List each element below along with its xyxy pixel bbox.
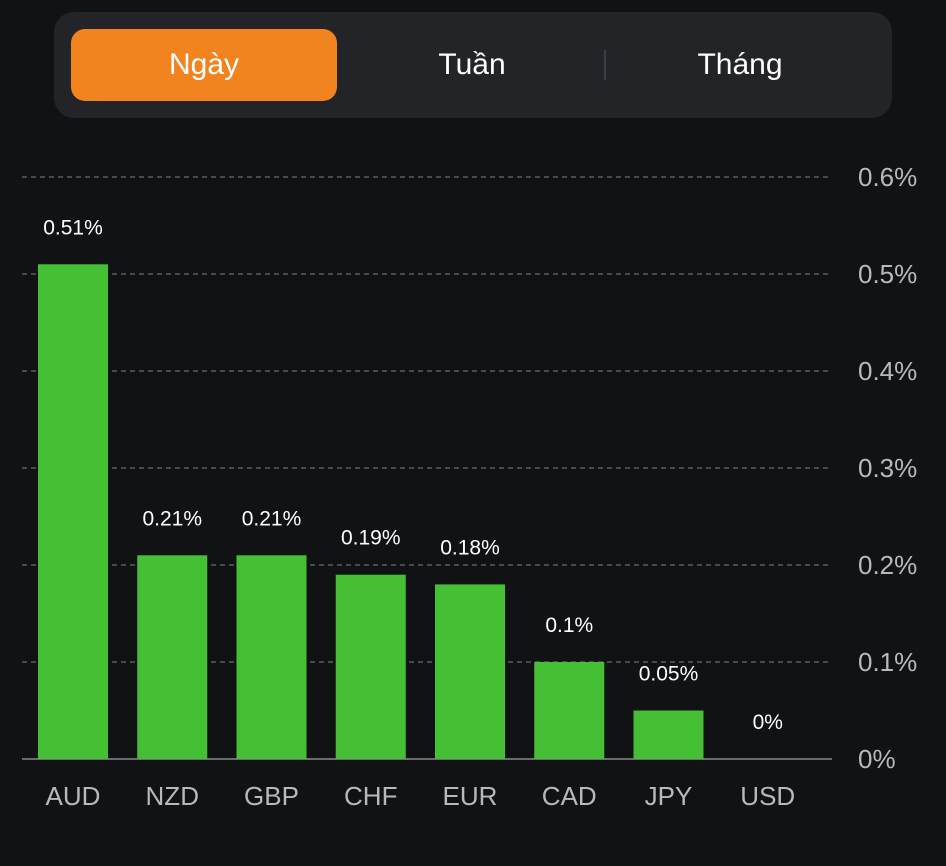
value-label-cad: 0.1% xyxy=(545,614,593,637)
value-label-gbp: 0.21% xyxy=(242,507,302,530)
category-label-cad: CAD xyxy=(542,781,597,811)
category-label-usd: USD xyxy=(740,781,795,811)
category-label-chf: CHF xyxy=(344,781,397,811)
y-tick-label: 0% xyxy=(858,744,896,774)
value-label-jpy: 0.05% xyxy=(639,663,699,686)
y-tick-label: 0.5% xyxy=(858,259,917,289)
category-label-gbp: GBP xyxy=(244,781,299,811)
value-label-chf: 0.19% xyxy=(341,527,401,550)
currency-strength-bar-chart: 0% 0.1% 0.2% 0.3% 0.4% 0.5% 0.6% 0.51% AUD 0.21% N… xyxy=(22,162,917,811)
bar-jpy xyxy=(633,710,704,759)
bar-nzd xyxy=(137,555,208,759)
bars xyxy=(38,264,704,759)
y-tick-label: 0.2% xyxy=(858,550,917,580)
y-tick-label: 0.4% xyxy=(858,356,917,386)
tab-week[interactable]: Tuần xyxy=(438,48,506,81)
y-tick-label: 0.6% xyxy=(858,162,917,192)
value-label-usd: 0% xyxy=(753,711,783,734)
bar-eur xyxy=(435,584,505,759)
value-label-aud: 0.51% xyxy=(43,216,103,239)
category-label-jpy: JPY xyxy=(645,781,693,811)
bar-aud xyxy=(38,264,108,759)
tab-day[interactable]: Ngày xyxy=(71,29,337,101)
y-tick-label: 0.1% xyxy=(858,647,917,677)
bar-gbp xyxy=(236,555,307,759)
tab-month[interactable]: Tháng xyxy=(697,48,783,81)
category-label-nzd: NZD xyxy=(146,781,199,811)
category-label-aud: AUD xyxy=(46,781,101,811)
labels: 0% 0.1% 0.2% 0.3% 0.4% 0.5% 0.6% 0.51% AUD 0.21% N… xyxy=(43,162,917,811)
value-label-nzd: 0.21% xyxy=(142,507,202,530)
bar-chf xyxy=(335,574,406,759)
period-segmented-control: Ngày Tuần Tháng xyxy=(54,12,892,118)
y-tick-label: 0.3% xyxy=(858,453,917,483)
value-label-eur: 0.18% xyxy=(440,536,500,559)
bar-cad xyxy=(534,662,605,759)
tab-divider xyxy=(604,50,606,80)
category-label-eur: EUR xyxy=(443,781,498,811)
